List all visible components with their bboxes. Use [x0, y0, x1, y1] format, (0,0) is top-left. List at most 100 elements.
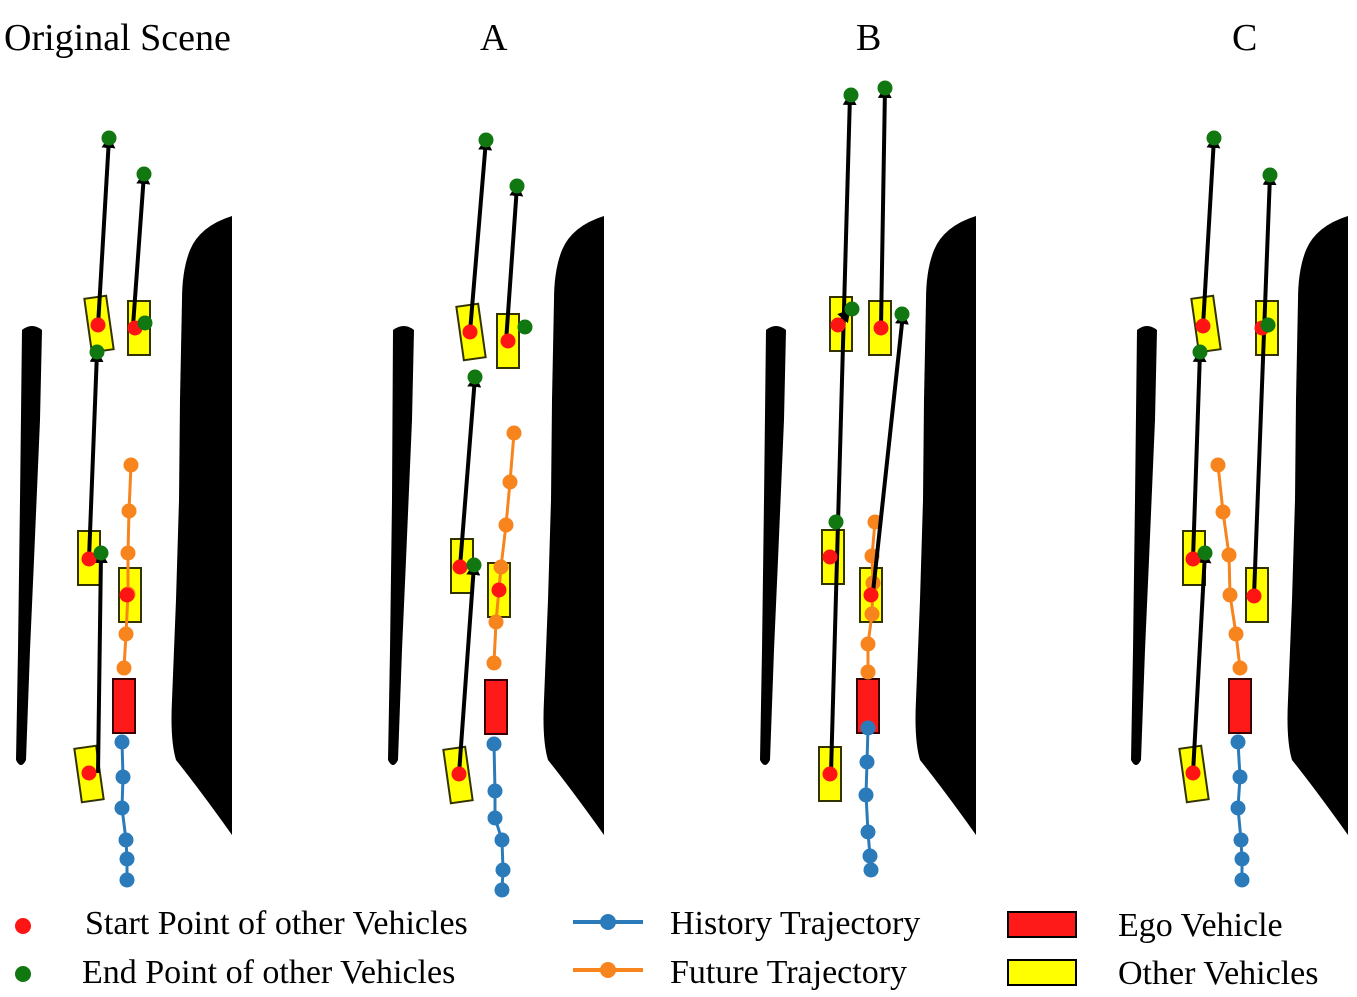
road-left-boundary [760, 326, 786, 765]
motion-arrow [457, 563, 481, 775]
end-point [101, 130, 117, 146]
history-point [119, 872, 135, 888]
history-point [860, 720, 876, 736]
motion-arrow [1252, 173, 1277, 597]
motion-arrow [1201, 136, 1221, 327]
history-point [859, 754, 875, 770]
road-right-boundary [1287, 216, 1348, 835]
end-point [93, 545, 109, 561]
legend: Start Point of other Vehicles End Point … [15, 905, 1318, 992]
legend-red-dot-icon [15, 918, 31, 934]
future-point [864, 606, 880, 622]
end-point [466, 557, 482, 573]
motion-arrow [504, 184, 524, 343]
history-point [1233, 832, 1249, 848]
motion-arrow [871, 312, 909, 593]
start-point [822, 766, 838, 782]
history-point [486, 736, 502, 752]
motion-arrow [468, 138, 493, 333]
future-point [1232, 660, 1248, 676]
legend-future-marker-icon [600, 962, 616, 978]
start-point [81, 765, 97, 781]
future-point [116, 660, 132, 676]
start-point [1185, 765, 1201, 781]
future-trajectory [486, 425, 522, 671]
legend-item-future: Future Trajectory [573, 954, 907, 991]
legend-item-end-point: End Point of other Vehicles [15, 954, 455, 991]
history-point [495, 862, 511, 878]
history-trajectory [114, 734, 135, 888]
future-point [118, 626, 134, 642]
road-left-boundary [388, 326, 414, 765]
end-point [843, 87, 859, 103]
future-point [493, 559, 509, 575]
other-vehicles [818, 296, 892, 802]
history-point [1234, 851, 1250, 867]
history-trajectory [858, 720, 879, 878]
legend-item-start-point: Start Point of other Vehicles [15, 905, 468, 942]
history-trajectory [486, 736, 511, 898]
history-point [863, 862, 879, 878]
motion-arrows [829, 86, 909, 774]
start-point [863, 587, 879, 603]
start-point [451, 766, 467, 782]
end-points [828, 80, 910, 530]
history-point [114, 734, 130, 750]
start-point [822, 549, 838, 565]
future-point [123, 457, 139, 473]
future-point [120, 545, 136, 561]
history-point [487, 810, 503, 826]
start-point [1185, 551, 1201, 567]
end-point [478, 132, 494, 148]
future-point [1228, 626, 1244, 642]
end-point [844, 301, 860, 317]
legend-item-ego: Ego Vehicle [1007, 907, 1283, 944]
end-point [509, 178, 525, 194]
ego-vehicle [1228, 678, 1252, 734]
motion-arrow [87, 350, 104, 560]
future-point [1215, 504, 1231, 520]
motion-arrows [457, 138, 524, 775]
end-points [89, 130, 153, 561]
start-point [81, 551, 97, 567]
history-point [860, 824, 876, 840]
history-point [858, 787, 874, 803]
legend-label-history: History Trajectory [670, 905, 920, 942]
panel-c: C [1131, 17, 1348, 888]
motion-arrows [1191, 136, 1277, 774]
ego-vehicle [484, 679, 508, 735]
panel-title-c: C [1232, 17, 1257, 59]
end-point [137, 315, 153, 331]
road-right-boundary [543, 216, 604, 835]
end-point [136, 166, 152, 182]
history-point [1230, 734, 1246, 750]
motion-arrow [877, 86, 892, 328]
end-point [89, 344, 105, 360]
motion-arrow [93, 551, 108, 774]
legend-label-start: Start Point of other Vehicles [85, 905, 468, 942]
start-point [873, 320, 889, 336]
legend-ego-swatch-icon [1007, 911, 1077, 938]
start-point [500, 333, 516, 349]
end-point [828, 514, 844, 530]
start-point [119, 587, 135, 603]
start-points [451, 324, 516, 782]
motion-arrow [1191, 350, 1207, 560]
history-point [862, 848, 878, 864]
road-left-boundary [16, 326, 42, 765]
future-point [486, 655, 502, 671]
legend-item-history: History Trajectory [573, 905, 920, 942]
history-point [494, 882, 510, 898]
motion-arrows [87, 136, 151, 774]
start-point [1195, 318, 1211, 334]
end-point [1197, 545, 1213, 561]
legend-label-end: End Point of other Vehicles [82, 954, 455, 991]
road-right-boundary [171, 216, 232, 835]
end-point [1260, 317, 1276, 333]
motion-arrow [96, 136, 116, 327]
panel-a: A [388, 17, 604, 898]
end-points [466, 132, 533, 573]
end-point [467, 369, 483, 385]
history-point [1234, 872, 1250, 888]
